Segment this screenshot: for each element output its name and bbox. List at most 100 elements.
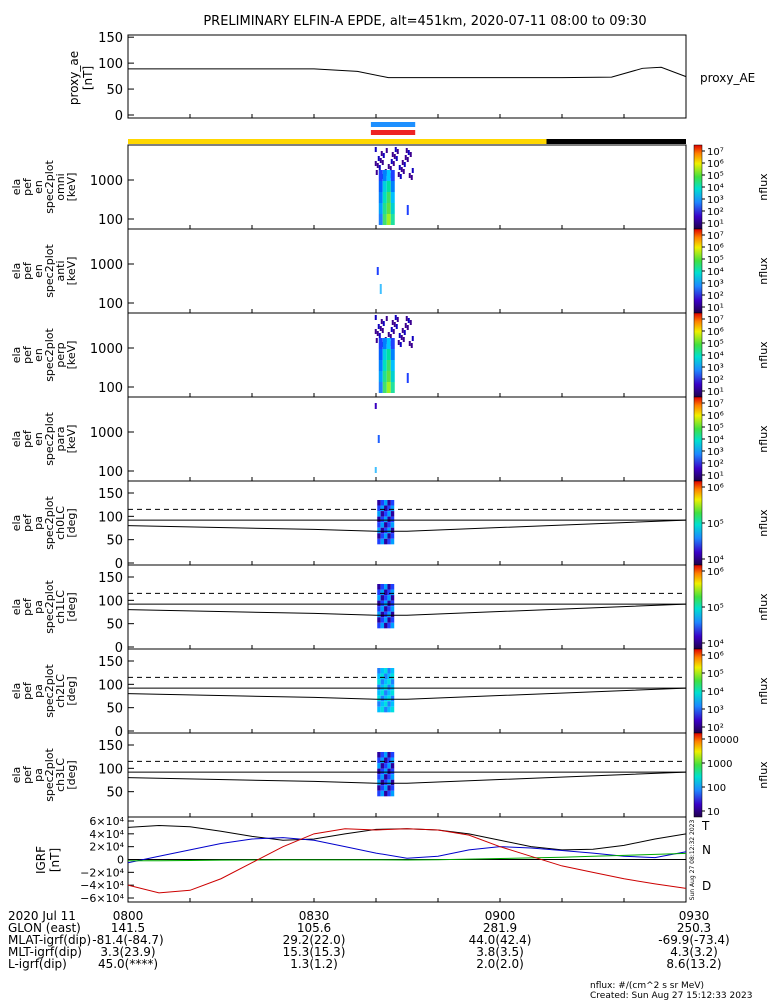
loss-cone-line	[127, 519, 687, 532]
y-axis-label-line: pa	[32, 600, 45, 614]
colorbar	[693, 144, 703, 230]
spectrogram-cell	[377, 774, 381, 780]
spectrogram-cell	[399, 342, 402, 347]
spectrogram-cell	[384, 622, 388, 629]
panel-frame	[127, 228, 687, 314]
spectrogram-cell	[387, 752, 391, 758]
colorbar-tick-label: 10²	[707, 207, 724, 218]
spectrogram-cell	[392, 329, 395, 334]
footer-cell: 141.5	[111, 921, 145, 935]
spectrogram-cell	[384, 774, 388, 780]
spectrogram-cell	[390, 338, 395, 349]
spectrogram-cell	[380, 600, 385, 607]
spectrogram-cell	[380, 622, 385, 629]
spectrogram-cell	[386, 360, 391, 371]
spectrogram-cell	[384, 668, 388, 674]
science-zone-red-bar	[370, 130, 416, 135]
spectrogram-cell	[398, 333, 401, 338]
spectrogram-cell	[384, 589, 388, 596]
spectrogram-cell	[395, 324, 398, 329]
colorbar-tick-label: 10⁶	[707, 483, 724, 494]
spectrogram-cell	[387, 774, 391, 780]
y-axis-label-line: [keV]	[65, 173, 78, 202]
spectrogram-cell	[380, 538, 385, 545]
spectrogram-cell	[400, 167, 403, 172]
spectrogram-cell	[386, 371, 391, 382]
y-tick-label: 100	[98, 510, 123, 525]
spectrogram-cell	[386, 192, 391, 203]
spectrogram-cell	[390, 584, 395, 590]
y-tick-label: 150	[98, 487, 123, 502]
spectrogram-cell	[390, 757, 395, 764]
colorbar-tick-label: 10⁷	[707, 315, 724, 326]
spectrogram-cell	[387, 527, 391, 534]
y-axis-label-line: spec2plot	[43, 244, 56, 298]
spectrogram-cell	[377, 606, 381, 612]
spectrogram-cell	[384, 679, 388, 685]
spectrogram-cell	[377, 690, 381, 696]
colorbar-label: nflux	[757, 341, 770, 369]
energy-panel-1: 1000100elapefenspec2plotanti[keV]10⁷10⁶1…	[10, 228, 770, 314]
spectrogram-cell	[396, 149, 399, 154]
colorbar-tick-label: 10⁵	[707, 171, 724, 182]
spectrogram-cell	[390, 181, 395, 192]
colorbar-tick-label: 10³	[707, 195, 724, 206]
colorbar-tick-label: 10¹	[707, 303, 724, 314]
y-axis-label: IGRF	[34, 846, 48, 874]
spectrogram-cell	[378, 333, 381, 338]
spectrogram-cell	[382, 203, 387, 214]
y-axis-label-line: ela	[10, 179, 23, 196]
y-tick-label: 150	[98, 739, 123, 754]
spectrogram-cell	[382, 338, 387, 349]
spectrogram-cell	[384, 763, 388, 769]
spectrogram-cell	[397, 172, 400, 177]
spectrogram-cell	[384, 533, 388, 539]
spectrogram-cell	[390, 768, 395, 775]
loss-cone-line	[127, 771, 687, 784]
spectrogram-cell	[387, 164, 390, 169]
y-axis-label-line: [keV]	[65, 425, 78, 454]
colorbar-tick-label: 10¹	[707, 387, 724, 398]
y-tick-label: 1000	[90, 258, 123, 273]
y-tick-label: 100	[98, 594, 123, 609]
energy-spectrogram-panels: 1000100elapefenspec2plotomni[keV]10⁷10⁶1…	[10, 144, 770, 482]
spectrogram-cell	[410, 175, 413, 180]
y-axis-label-line: spec2plot	[43, 664, 56, 718]
colorbar	[693, 732, 703, 818]
spectrogram-cell	[387, 505, 391, 512]
spectrogram-cell	[387, 790, 391, 797]
spectrogram-cell	[399, 174, 402, 179]
y-tick-label: 2×10⁴	[89, 841, 124, 854]
colorbar	[693, 648, 703, 734]
spectrogram-cell	[378, 203, 383, 214]
spectrogram-cell	[380, 706, 385, 713]
spectrogram-cell	[389, 334, 392, 339]
spectrogram-cell	[377, 785, 381, 791]
spectrogram-cell	[382, 181, 387, 192]
spectrogram-cell	[378, 382, 383, 393]
y-tick-label: 50	[106, 618, 123, 633]
colorbar-tick-label: 10⁷	[707, 147, 724, 158]
spectrogram-cell	[410, 343, 413, 348]
spectrogram-cell	[390, 679, 395, 685]
spectrogram-cell	[387, 779, 391, 786]
colorbar-tick-label: 10⁶	[707, 159, 724, 170]
spectrogram-cell	[408, 341, 411, 346]
spectrogram-cell	[380, 785, 385, 791]
y-axis-label-line: pef	[21, 513, 34, 532]
spectrogram-cell	[374, 315, 377, 320]
colorbar-label: nflux	[757, 509, 770, 537]
spectrogram-cell	[380, 595, 385, 601]
spectrogram-cell	[409, 152, 412, 157]
colorbar-tick-label: 10³	[707, 705, 724, 716]
vertical-timestamp: Sun Aug 27 08:12:32 2023	[689, 820, 696, 901]
spectrogram-cell	[380, 774, 385, 780]
spectrogram-cell	[406, 205, 409, 215]
spectrogram-cell	[382, 214, 387, 225]
y-tick-label: 100	[98, 762, 123, 777]
y-axis-label-line: ch1LC	[54, 590, 67, 624]
colorbar-label: nflux	[757, 593, 770, 621]
spectrogram-cell	[382, 170, 387, 181]
spectrogram-cell	[384, 757, 388, 764]
